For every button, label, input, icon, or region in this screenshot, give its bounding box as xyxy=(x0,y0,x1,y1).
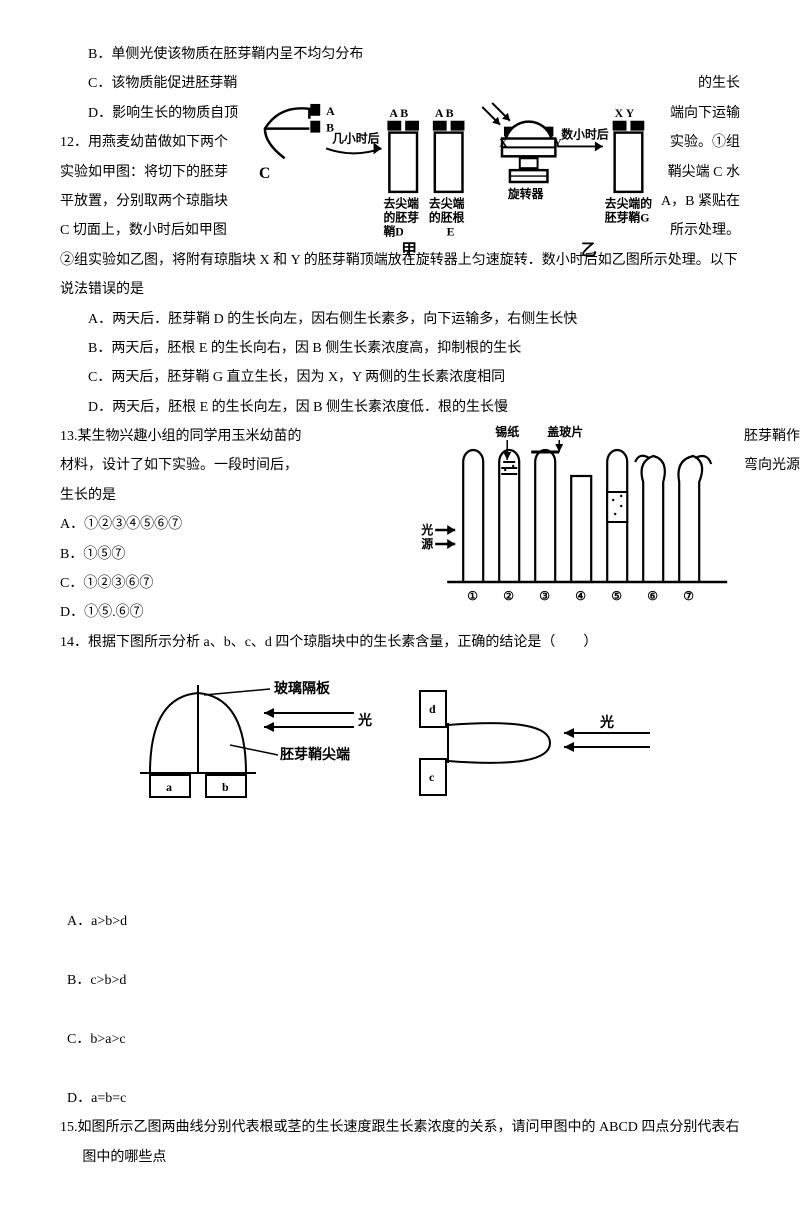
svg-text:b: b xyxy=(222,780,229,794)
svg-text:去尖端: 去尖端 xyxy=(429,196,465,210)
q12-stem2-right: 鞘尖端 C 水 xyxy=(668,158,740,187)
q13-stem2-left: 材料，设计了如下实验。一段时间后， xyxy=(60,451,414,480)
q13-stem1-right: 胚芽鞘作 xyxy=(744,422,800,451)
svg-text:A B: A B xyxy=(435,106,454,120)
svg-text:去尖端的: 去尖端的 xyxy=(605,196,653,210)
svg-text:旋转器: 旋转器 xyxy=(507,187,545,201)
q12-optA: A．两天后．胚芽鞘 D 的生长向左，因右侧生长素多，向下运输多，右侧生长快 xyxy=(60,305,740,334)
q12-stem1-left: 12．用燕麦幼苗做如下两个 xyxy=(60,128,228,157)
svg-text:光: 光 xyxy=(599,714,614,731)
svg-text:④: ④ xyxy=(575,589,586,603)
svg-text:A: A xyxy=(326,104,335,118)
svg-text:C: C xyxy=(259,165,270,182)
svg-text:a: a xyxy=(166,780,172,794)
q11-optD-left: D．影响生长的物质自顶 xyxy=(60,99,238,128)
q12-stem3-left: 平放置，分别取两个琼脂块 xyxy=(60,187,228,216)
svg-text:⑥: ⑥ xyxy=(647,589,658,603)
svg-text:锡纸: 锡纸 xyxy=(495,424,519,439)
svg-text:鞘D: 鞘D xyxy=(383,224,403,238)
svg-text:A B: A B xyxy=(389,106,408,120)
q14-optD: D．a=b=c xyxy=(67,1091,126,1106)
svg-text:胚芽鞘G: 胚芽鞘G xyxy=(604,210,650,224)
svg-text:E: E xyxy=(447,224,455,238)
q13-stem3: 生长的是 xyxy=(60,481,414,510)
q13-stem1-left: 13.某生物兴趣小组的同学用玉米幼苗的 xyxy=(60,422,302,451)
q12-stem4-left: C 切面上，数小时后如甲图 xyxy=(60,216,227,245)
q13-optD: D．①⑤.⑥⑦ xyxy=(60,598,414,627)
svg-text:去尖端: 去尖端 xyxy=(383,196,419,210)
svg-text:③: ③ xyxy=(539,589,550,603)
q15-stem: 15.如图所示乙图两曲线分别代表根或茎的生长速度跟生长素浓度的关系，请问甲图中的… xyxy=(82,1113,740,1172)
q13-figure: 胚芽鞘作 弯向光源 光 源 锡纸 盖玻片 xyxy=(414,422,740,628)
q12-optB: B．两天后，胚根 E 的生长向右，因 B 侧生长素浓度高，抑制根的生长 xyxy=(60,334,740,363)
q13-stem2-right: 弯向光源 xyxy=(744,451,800,480)
svg-text:甲: 甲 xyxy=(401,241,417,259)
svg-text:的胚芽: 的胚芽 xyxy=(383,210,419,224)
q12-stem4-right: 所示处理。 xyxy=(670,216,740,245)
svg-text:X Y: X Y xyxy=(615,106,635,120)
svg-text:数小时后: 数小时后 xyxy=(561,127,609,141)
svg-text:的胚根: 的胚根 xyxy=(429,210,465,224)
q14-figure: a b 玻璃隔板 光 胚芽鞘尖端 d c 光 xyxy=(60,667,740,848)
q12-optC: C．两天后，胚芽鞘 G 直立生长，因为 X，Y 两侧的生长素浓度相同 xyxy=(60,363,740,392)
q11-optB: B．单侧光使该物质在胚芽鞘内呈不均匀分布 xyxy=(60,40,740,69)
svg-text:光: 光 xyxy=(420,522,433,537)
q11-optC-right: 的生长 xyxy=(698,69,740,98)
svg-text:盖玻片: 盖玻片 xyxy=(547,424,583,439)
q11-optC-left: C．该物质能促进胚芽鞘 xyxy=(60,69,237,98)
q12-stem2-left: 实验如甲图：将切下的胚芽 xyxy=(60,158,228,187)
q14-optB: B．c>b>d xyxy=(67,973,126,988)
svg-text:源: 源 xyxy=(421,536,433,551)
q12-optD: D．两天后，胚根 E 的生长向左，因 B 侧生长素浓度低．根的生长慢 xyxy=(60,393,740,422)
q12-figure: A B C 几小时后 A B 去尖端 的胚芽 鞘D A B 去尖端 的胚根 E … xyxy=(255,99,670,269)
q13-optC: C．①②③⑥⑦ xyxy=(60,569,414,598)
svg-text:胚芽鞘尖端: 胚芽鞘尖端 xyxy=(280,746,350,763)
q11-optD-right: 端向下运输 xyxy=(670,99,740,128)
svg-text:乙: 乙 xyxy=(581,242,597,259)
svg-text:d: d xyxy=(429,702,436,716)
q14-stem: 14．根据下图所示分析 a、b、c、d 四个琼脂块中的生长素含量，正确的结论是（… xyxy=(60,628,740,657)
q13-optB: B．①⑤⑦ xyxy=(60,540,414,569)
q13-optA: A．①②③④⑤⑥⑦ xyxy=(60,510,414,539)
q12-stem1-right: 实验。①组 xyxy=(670,128,740,157)
svg-text:①: ① xyxy=(467,589,478,603)
q14-options: A．a>b>d B．c>b>d C．b>a>c D．a=b=c xyxy=(60,849,740,1114)
svg-text:⑤: ⑤ xyxy=(611,589,622,603)
svg-text:光: 光 xyxy=(357,712,372,729)
svg-text:几小时后: 几小时后 xyxy=(332,131,380,145)
q12-stem3-right: A，B 紧贴在 xyxy=(661,187,740,216)
q14-optA: A．a>b>d xyxy=(67,914,127,929)
svg-text:⑦: ⑦ xyxy=(683,589,694,603)
svg-text:②: ② xyxy=(503,589,514,603)
svg-text:c: c xyxy=(429,770,435,784)
q14-optC: C．b>a>c xyxy=(67,1032,126,1047)
svg-text:玻璃隔板: 玻璃隔板 xyxy=(274,680,331,697)
